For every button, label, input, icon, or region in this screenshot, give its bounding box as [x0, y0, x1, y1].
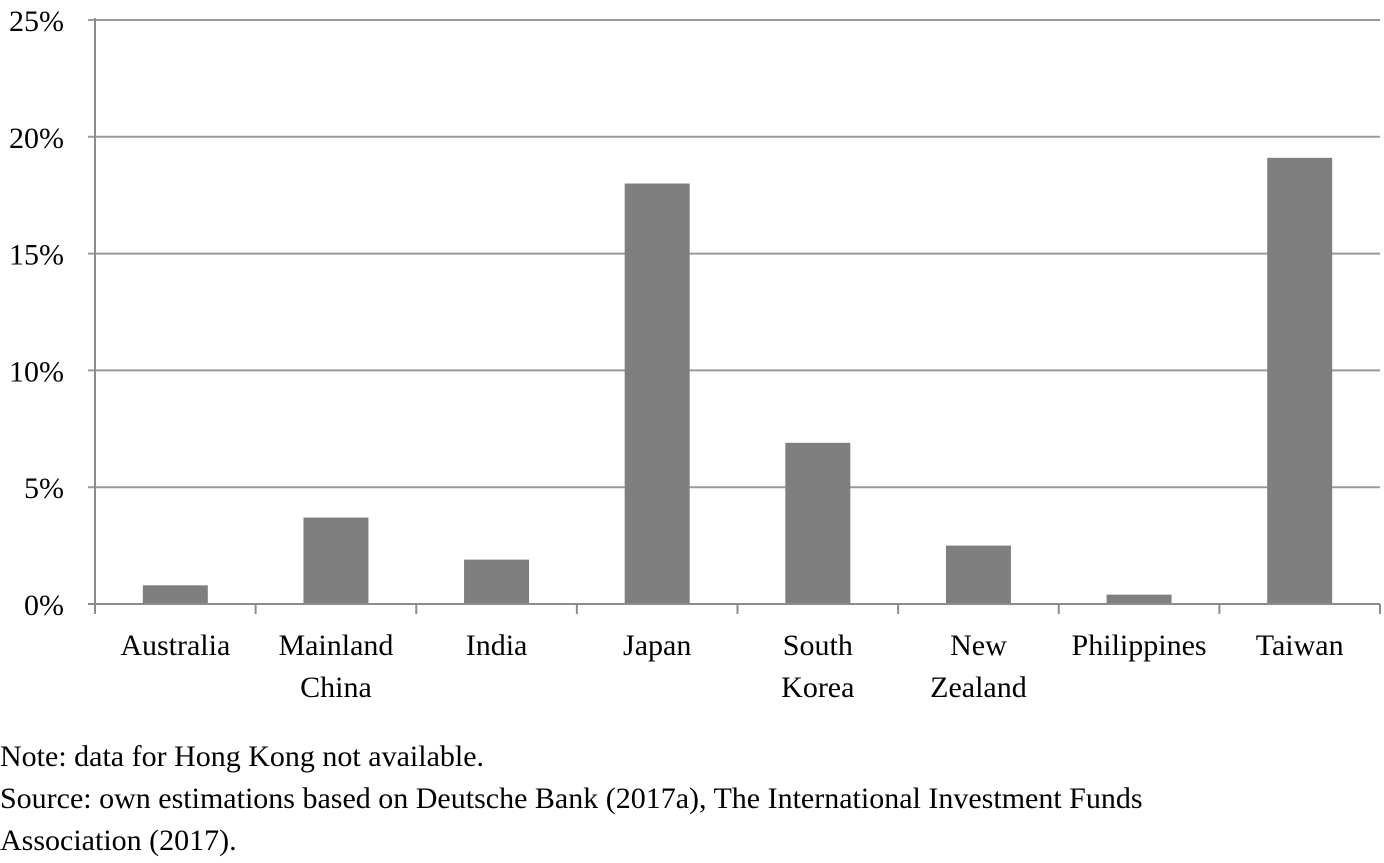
bar [785, 442, 851, 604]
bar [624, 183, 690, 604]
x-tick-label: Australia [120, 629, 230, 662]
bar [945, 545, 1011, 604]
x-tick-label: Taiwan [1256, 629, 1344, 662]
y-tick-label: 15% [9, 239, 64, 272]
bar [1267, 157, 1333, 604]
note-text: Note: data for Hong Kong not available. [0, 740, 485, 773]
source-text-line2: Association (2017). [0, 824, 237, 857]
chart-notes: Note: data for Hong Kong not available. … [0, 736, 1384, 862]
source-text-line1: Source: own estimations based on Deutsch… [0, 782, 1143, 815]
y-tick-labels: 0% 5% 10% 15% 20% 25% [9, 5, 64, 622]
bars [142, 157, 1333, 604]
gridlines [88, 19, 1380, 489]
x-tick-label: India [466, 629, 528, 662]
x-tick-label: Japan [623, 629, 691, 662]
y-tick-label: 25% [9, 5, 64, 38]
y-tick-label: 5% [24, 472, 64, 505]
x-tick-label: New Zealand [930, 629, 1027, 704]
x-tick-label: Mainland China [278, 629, 393, 704]
y-tick-label: 10% [9, 355, 64, 388]
bar [1106, 594, 1172, 604]
bar [464, 559, 530, 604]
bar-chart: 0% 5% 10% 15% 20% 25% Australia Mainland China I… [9, 5, 1381, 704]
axes [88, 18, 1381, 614]
bar [303, 517, 369, 604]
x-tick-labels: Australia Mainland China India Japan South Kor… [120, 629, 1343, 704]
y-tick-label: 20% [9, 122, 64, 155]
y-tick-label: 0% [24, 589, 64, 622]
x-tick-label: Philippines [1072, 629, 1207, 662]
x-tick-label: South Korea [781, 629, 854, 704]
bar [142, 585, 208, 604]
